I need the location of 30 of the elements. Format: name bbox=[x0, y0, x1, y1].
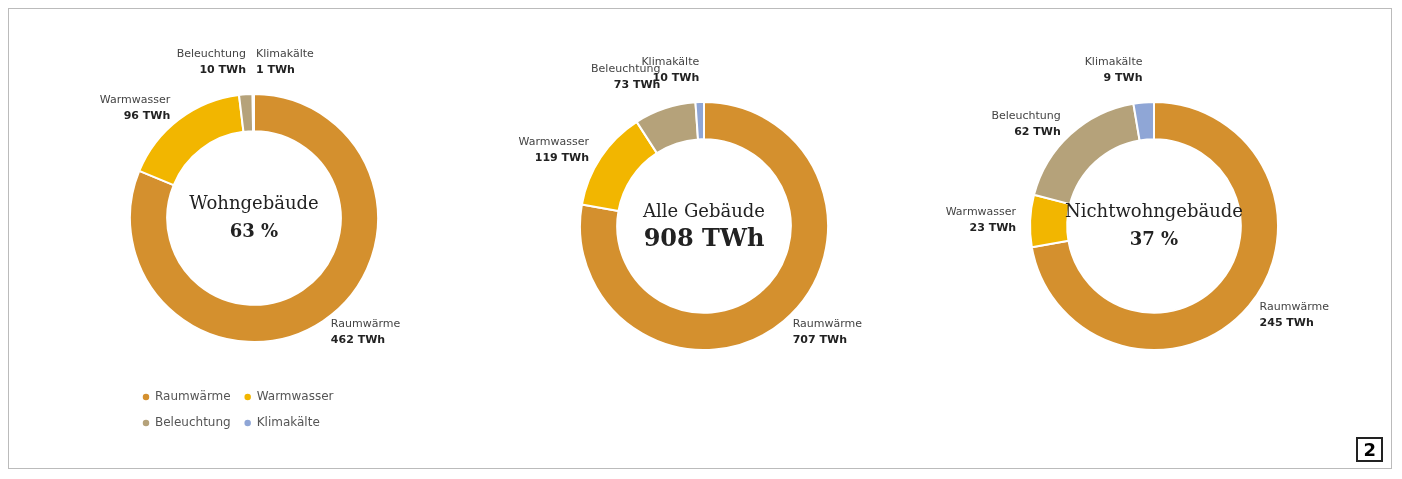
slice-label: Warmwasser bbox=[518, 134, 590, 148]
data-label: 10 TWh bbox=[199, 63, 246, 77]
slice-label: Raumwärme bbox=[330, 317, 401, 331]
slice-label: Klimakälte bbox=[1084, 55, 1143, 69]
data-label: 1 TWh bbox=[256, 62, 295, 76]
slice-label: Warmwasser bbox=[945, 205, 1017, 219]
slice-label: Beleuchtung bbox=[176, 47, 246, 61]
slice-label: Klimakälte bbox=[256, 46, 315, 60]
text: Alle Gebäude bbox=[642, 199, 765, 221]
data-label: 707 TWh bbox=[792, 332, 847, 346]
data-label: 23 TWh bbox=[969, 221, 1017, 235]
slice-label: Warmwasser bbox=[99, 93, 171, 107]
legend-label: Warmwasser bbox=[256, 389, 334, 404]
data-label: 9 TWh bbox=[1103, 71, 1143, 85]
legend-label: Raumwärme bbox=[155, 389, 231, 404]
slice-label: Beleuchtung bbox=[991, 109, 1061, 123]
data-label: 462 TWh bbox=[330, 333, 386, 347]
legend-label: Beleuchtung bbox=[155, 415, 231, 430]
text: 37 % bbox=[1129, 227, 1179, 249]
text: 908 TWh bbox=[643, 223, 765, 253]
text: Wohngebäude bbox=[189, 191, 319, 213]
data-label: 245 TWh bbox=[1259, 315, 1314, 329]
text: 63 % bbox=[229, 219, 279, 241]
data-label: 119 TWh bbox=[534, 150, 590, 164]
slice-label: Raumwärme bbox=[1259, 299, 1330, 313]
slice-label: Raumwärme bbox=[792, 316, 863, 330]
legend-label: Klimakälte bbox=[256, 415, 320, 430]
data-label: 96 TWh bbox=[123, 109, 171, 123]
text: 2 bbox=[1356, 437, 1383, 462]
data-label: 62 TWh bbox=[1014, 125, 1061, 139]
